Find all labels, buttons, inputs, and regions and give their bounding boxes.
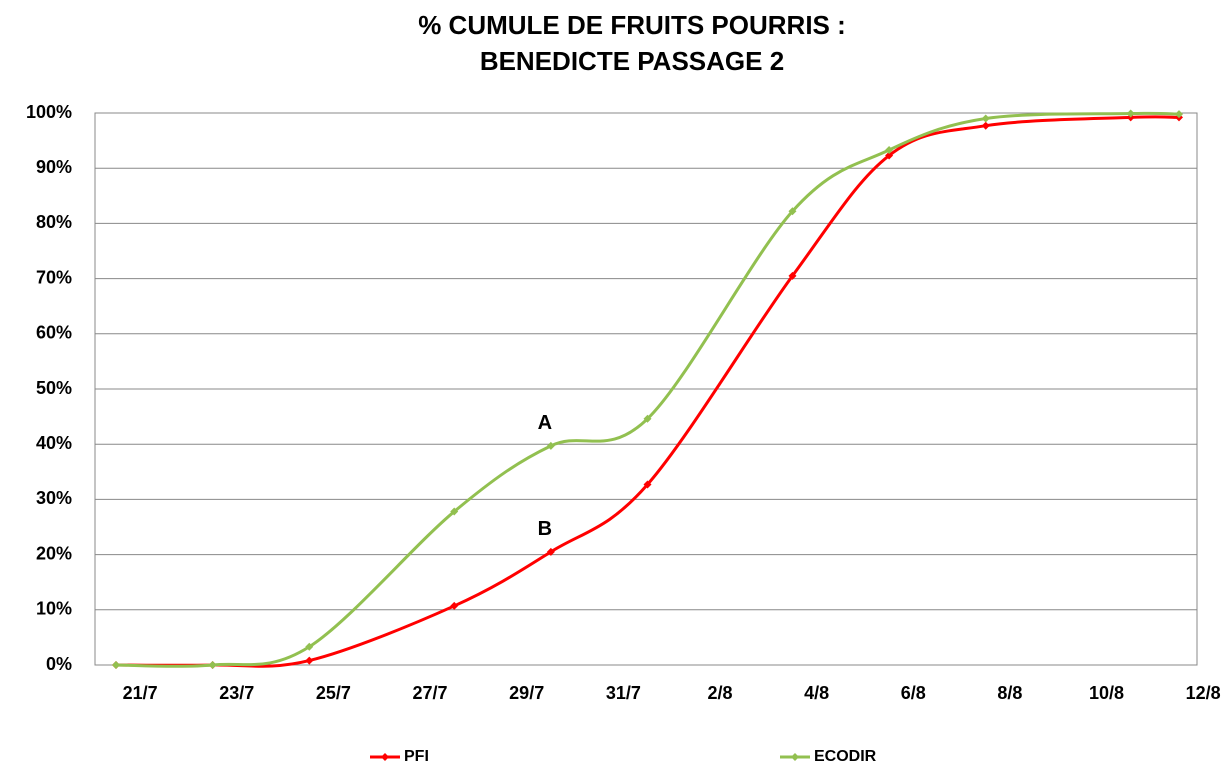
point-marker <box>1126 109 1135 118</box>
legend-label: ECODIR <box>814 748 877 765</box>
legend-label: PFI <box>404 748 429 765</box>
x-tick-label: 2/8 <box>707 683 732 703</box>
x-tick-label: 25/7 <box>316 683 351 703</box>
y-tick-label: 20% <box>36 543 72 563</box>
x-tick-label: 6/8 <box>901 683 926 703</box>
point-marker <box>981 121 990 130</box>
legend-swatch <box>791 753 799 761</box>
chart-title: BENEDICTE PASSAGE 2 <box>480 46 784 76</box>
y-tick-label: 80% <box>36 212 72 232</box>
annotation: B <box>538 518 552 540</box>
x-tick-label: 21/7 <box>123 683 158 703</box>
point-marker <box>546 547 555 556</box>
point-marker <box>885 145 894 154</box>
x-tick-label: 12/8 <box>1186 683 1221 703</box>
legend-swatch <box>381 753 389 761</box>
point-marker <box>208 661 217 669</box>
x-tick-label: 10/8 <box>1089 683 1124 703</box>
point-marker <box>643 414 652 423</box>
y-tick-label: 10% <box>36 599 72 619</box>
y-tick-label: 60% <box>36 323 72 343</box>
point-marker <box>112 661 120 669</box>
point-marker <box>305 642 314 651</box>
point-marker <box>981 114 990 123</box>
y-tick-label: 0% <box>46 654 72 674</box>
point-marker <box>643 480 652 489</box>
point-marker <box>1175 110 1183 119</box>
y-tick-label: 40% <box>36 433 72 453</box>
point-marker <box>450 507 459 516</box>
point-marker <box>885 151 894 160</box>
x-tick-label: 29/7 <box>509 683 544 703</box>
point-marker <box>546 441 555 450</box>
point-marker <box>788 207 797 216</box>
y-tick-label: 50% <box>36 378 72 398</box>
point-marker <box>305 656 314 665</box>
x-tick-label: 23/7 <box>219 683 254 703</box>
y-tick-label: 100% <box>26 102 72 122</box>
y-tick-label: 70% <box>36 267 72 287</box>
y-tick-label: 30% <box>36 488 72 508</box>
y-tick-label: 90% <box>36 157 72 177</box>
x-tick-label: 31/7 <box>606 683 641 703</box>
x-tick-label: 4/8 <box>804 683 829 703</box>
series-line <box>115 115 1180 668</box>
x-tick-label: 8/8 <box>997 683 1022 703</box>
chart-title: % CUMULE DE FRUITS POURRIS : <box>418 10 846 40</box>
point-marker <box>450 601 459 610</box>
x-tick-label: 27/7 <box>413 683 448 703</box>
point-marker <box>788 271 797 280</box>
annotation: A <box>538 412 552 434</box>
series-line <box>115 111 1180 668</box>
